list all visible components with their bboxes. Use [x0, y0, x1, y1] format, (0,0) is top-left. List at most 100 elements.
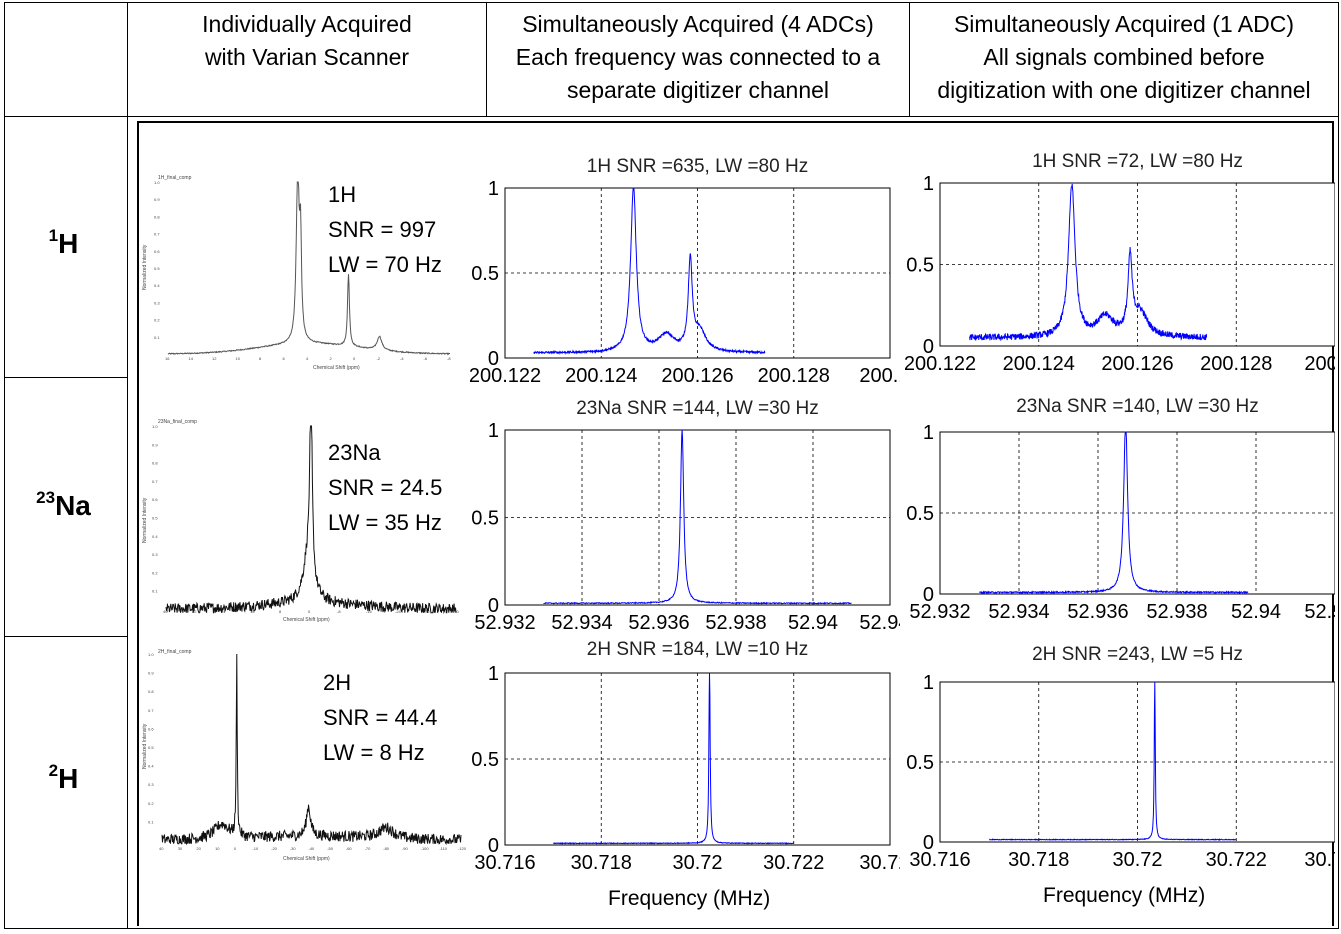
col-divider-3: [909, 2, 910, 117]
small-xtick-label: -30: [290, 846, 297, 851]
small-xtick-label: 32: [192, 609, 197, 614]
x-tick-label: 200.126: [661, 365, 733, 387]
small-xlabel: Chemical Shift (ppm): [283, 617, 330, 623]
header-4adc: Simultaneously Acquired (4 ADCs) Each fr…: [487, 8, 909, 107]
mass-number: 1: [48, 226, 59, 245]
small-xticks: 16 14 12 10 8 6 4 2 0 -2 -4 -6 -8: [165, 356, 451, 361]
nucleus-name: 2H: [323, 670, 352, 695]
small-xtick-label: 14: [189, 356, 194, 361]
x-tick-label: 30.72: [1112, 849, 1162, 871]
small-ytick-label: 0.4: [154, 283, 160, 288]
element-symbol: H: [58, 763, 79, 794]
small-xtick-label: 0: [353, 356, 356, 361]
x-tick-label: 30.722: [1206, 849, 1267, 871]
figure-frame-top: [137, 121, 1333, 123]
varian-spectrum-23na: 23Na_final_comp Normalized Intensity Che…: [142, 419, 460, 623]
element-symbol: Na: [55, 490, 91, 521]
y-tick-label: 0.5: [471, 749, 499, 771]
small-ytick-label: 0.7: [148, 708, 154, 713]
header-divider: [4, 116, 1339, 117]
x-tick-label: 200.128: [758, 365, 830, 387]
x-tick-label: 52.934: [988, 601, 1049, 623]
col-divider-1: [127, 2, 128, 929]
plot-area: [939, 182, 1335, 347]
snr-value: SNR = 44.4: [323, 705, 438, 730]
small-xtick-label: -2: [377, 356, 381, 361]
chart-title: 1H SNR =635, LW =80 Hz: [587, 156, 808, 177]
small-ytick-label: 0.5: [152, 516, 158, 521]
x-tick-label: 52.942: [1304, 601, 1335, 623]
x-tick-label: 52.94: [788, 612, 838, 634]
nucleus-name: 1H: [328, 182, 357, 207]
x-tick-label: 200.124: [565, 365, 637, 387]
spectrum-series-line: [543, 429, 852, 605]
small-ytick-label: 0.3: [148, 782, 154, 787]
small-xtick-label: -6: [424, 356, 428, 361]
y-tick-label: 0: [488, 835, 499, 857]
snr-value: SNR = 24.5: [328, 475, 443, 500]
x-tick-label: 52.94: [1231, 601, 1281, 623]
y-tick-label: 0.5: [906, 255, 934, 277]
y-tick-label: 1: [488, 178, 499, 200]
small-ytick-label: 0.5: [154, 266, 160, 271]
varian-stats-2h: 2H SNR = 44.4 LW = 8 Hz: [323, 665, 437, 770]
x-tick-label: 30.724: [859, 852, 900, 874]
header-line: Simultaneously Acquired (1 ADC): [953, 11, 1295, 37]
y-tick-label: 0.5: [471, 263, 499, 285]
x-tick-label: 52.938: [1146, 601, 1207, 623]
small-ytick-label: 0.8: [148, 689, 154, 694]
chart-title: 2H SNR =184, LW =10 Hz: [587, 639, 808, 660]
chart-2h-1adc: 2H SNR =243, LW =5 Hz 30.716 30.718 30.72 30…: [906, 644, 1335, 871]
spectrum-line: [161, 653, 462, 846]
y-tick-label: 0: [923, 832, 934, 854]
small-ytick-label: 0.9: [148, 671, 154, 676]
y-tick-label: 1: [488, 420, 499, 442]
small-xtick-label: -120: [458, 846, 467, 851]
y-tick-label: 0: [488, 595, 499, 617]
lw-value: LW = 35 Hz: [328, 510, 442, 535]
small-xtick-label: 6: [283, 356, 286, 361]
small-xtick-label: -60: [346, 846, 353, 851]
spectrum-series-line: [969, 183, 1208, 342]
small-yticks: 1.0 0.9 0.8 0.7 0.6 0.5 0.4 0.3 0.2 0.1: [152, 424, 158, 594]
chart-2h-4adc: 2H SNR =184, LW =10 Hz 30.716 30.718 30.72 3…: [471, 639, 900, 874]
small-plot-title: 23Na_final_comp: [158, 419, 197, 425]
x-tick-label: 30.718: [1008, 849, 1069, 871]
y-tick-label: 0.5: [471, 508, 499, 530]
header-line: separate digitizer channel: [566, 77, 830, 103]
chart-1h-1adc: 1H SNR =72, LW =80 Hz 200.122 200.124 200.1…: [905, 151, 1335, 375]
small-xlabel: Chemical Shift (ppm): [283, 856, 330, 862]
small-ytick-label: 0.1: [152, 589, 158, 594]
varian-stats-23na: 23Na SNR = 24.5 LW = 35 Hz: [328, 435, 442, 540]
small-ytick-label: 1.0: [152, 424, 158, 429]
header-line: Each frequency was connected to a: [515, 44, 881, 70]
x-tick-label: 30.718: [571, 852, 632, 874]
header-line: Individually Acquired: [202, 11, 412, 37]
small-plot-title: 2H_final_comp: [158, 649, 192, 655]
small-ylabel: Normalized Intensity: [142, 723, 148, 769]
small-ytick-label: 0.9: [152, 442, 158, 447]
x-tick-label: 30.716: [474, 852, 535, 874]
x-tick-label: 200.128: [1200, 353, 1272, 375]
lw-value: LW = 8 Hz: [323, 740, 425, 765]
small-yticks: 1.0 0.9 0.8 0.7 0.6 0.5 0.4 0.3 0.2 0.1: [148, 652, 154, 824]
small-yticks: 1.0 0.9 0.8 0.7 0.6 0.5 0.4 0.3 0.2 0.1: [154, 180, 160, 340]
row-label-2h: 2H: [0, 761, 127, 795]
small-xtick-label: 0: [234, 846, 237, 851]
small-xtick-label: 12: [212, 356, 217, 361]
spectrum-line: [167, 181, 451, 356]
small-xtick-label: 40: [159, 846, 164, 851]
nucleus-name: 23Na: [328, 440, 381, 465]
mass-number: 2: [48, 761, 59, 780]
small-xtick-label: 10: [236, 356, 241, 361]
mass-number: 23: [36, 488, 56, 507]
small-xtick-label: -100: [421, 846, 430, 851]
header-1adc: Simultaneously Acquired (1 ADC) All sign…: [905, 8, 1341, 107]
small-ytick-label: 0.2: [152, 570, 158, 575]
header-line: Simultaneously Acquired (4 ADCs): [522, 11, 874, 37]
small-xtick-label: -80: [383, 846, 390, 851]
y-tick-label: 0.5: [906, 752, 934, 774]
small-xtick-label: 2: [330, 356, 333, 361]
row-divider-2: [4, 636, 128, 637]
small-ytick-label: 0.7: [152, 479, 158, 484]
